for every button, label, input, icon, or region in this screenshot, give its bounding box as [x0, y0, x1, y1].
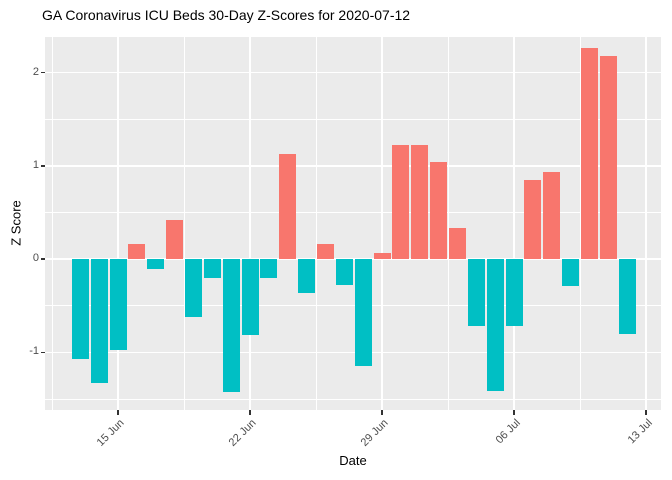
- gridline-h-minor: [45, 305, 661, 307]
- gridline-v-major: [513, 37, 515, 410]
- x-tick-mark: [645, 410, 647, 415]
- bar-2020-06-13: [71, 259, 89, 359]
- gridline-v-major: [645, 37, 647, 410]
- x-tick-label: 29 Jun: [358, 417, 391, 449]
- bar-2020-06-29: [373, 252, 391, 260]
- gridline-v-major: [249, 37, 251, 410]
- bar-2020-06-24: [279, 153, 297, 260]
- x-tick-label: 15 Jun: [94, 417, 127, 449]
- bar-2020-06-17: [147, 259, 165, 269]
- bar-2020-07-04: [467, 259, 485, 327]
- x-tick-mark: [381, 410, 383, 415]
- gridline-v-major: [381, 37, 383, 410]
- bar-2020-06-18: [166, 220, 184, 260]
- bar-2020-07-09: [562, 259, 580, 287]
- y-tick-mark: [40, 71, 45, 74]
- gridline-h-minor: [45, 118, 661, 120]
- bar-2020-06-27: [335, 259, 353, 286]
- chart-title: GA Coronavirus ICU Beds 30-Day Z-Scores …: [42, 7, 411, 23]
- y-tick-label: 0: [32, 252, 39, 265]
- gridline-h-minor: [45, 212, 661, 214]
- bar-2020-07-08: [543, 171, 561, 260]
- x-tick-mark: [513, 410, 515, 415]
- bar-2020-07-02: [430, 162, 448, 260]
- x-tick-mark: [249, 410, 251, 415]
- gridline-h-major: [45, 71, 661, 74]
- bar-2020-07-11: [599, 55, 617, 260]
- bar-2020-06-26: [316, 244, 334, 260]
- y-tick-mark: [40, 165, 45, 167]
- gridline-h-major: [45, 165, 661, 167]
- y-axis-title: Z Score: [8, 200, 24, 246]
- bar-2020-06-14: [90, 259, 108, 384]
- bar-2020-06-23: [260, 259, 278, 278]
- gridline-v-major: [117, 37, 119, 410]
- bar-2020-07-12: [618, 259, 636, 334]
- bar-2020-06-28: [354, 259, 372, 367]
- bar-2020-07-05: [486, 259, 504, 391]
- bar-2020-06-16: [128, 244, 146, 260]
- bar-2020-07-10: [580, 48, 598, 260]
- x-axis-title: Date: [339, 453, 367, 468]
- bar-2020-07-07: [524, 179, 542, 260]
- gridline-v-minor: [51, 37, 53, 410]
- bar-2020-06-21: [222, 259, 240, 392]
- bar-2020-06-19: [184, 259, 202, 318]
- bar-2020-07-06: [505, 259, 523, 327]
- bar-2020-07-01: [411, 145, 429, 260]
- gridline-h-minor: [45, 398, 661, 400]
- gridline-v-minor: [579, 37, 581, 410]
- gridline-v-minor: [447, 37, 449, 410]
- bar-2020-06-22: [241, 259, 259, 335]
- x-tick-label: 22 Jun: [226, 417, 259, 449]
- x-tick-mark: [117, 410, 119, 415]
- bar-2020-06-20: [203, 259, 221, 278]
- y-tick-mark: [40, 258, 45, 260]
- gridline-v-minor: [315, 37, 317, 410]
- x-tick-label: 13 Jul: [625, 417, 655, 447]
- x-tick-label: 06 Jul: [493, 417, 523, 447]
- y-tick-mark: [40, 351, 45, 354]
- gridline-v-minor: [183, 37, 185, 410]
- bar-2020-07-03: [448, 228, 466, 260]
- y-tick-label: 1: [32, 158, 39, 171]
- bar-2020-06-30: [392, 145, 410, 260]
- gridline-h-major: [45, 351, 661, 354]
- gridline-h-major: [45, 258, 661, 260]
- bar-2020-06-15: [109, 259, 127, 350]
- y-tick-label: 2: [32, 65, 39, 78]
- plot-panel: [45, 37, 661, 410]
- y-tick-label: -1: [29, 345, 39, 358]
- bar-2020-06-25: [298, 259, 316, 293]
